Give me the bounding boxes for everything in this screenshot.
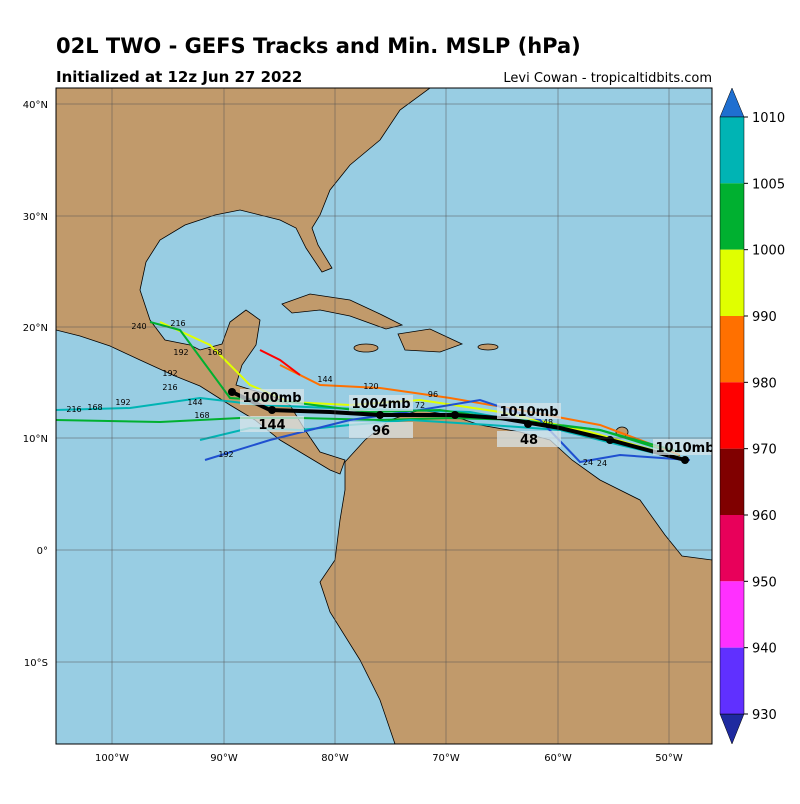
colorbar-label: 940 — [752, 642, 777, 657]
colorbar-segment — [720, 515, 744, 582]
credit: Levi Cowan - tropicaltidbits.com — [503, 71, 712, 86]
colorbar-label: 930 — [752, 708, 777, 723]
lon-label: 100°W — [95, 753, 129, 764]
map-area: 1000mb 1004mb 1010mb 1010mb 144 96 48 240 216 192… — [31, 88, 714, 744]
colorbar-bottom — [719, 713, 745, 745]
hour-label: 192 — [173, 348, 188, 357]
label-bg — [349, 422, 413, 438]
label-bg — [497, 403, 561, 419]
colorbar: 1010 1005 1000 990 980 970 960 950 940 930 — [719, 87, 785, 745]
lon-label: 50°W — [655, 753, 683, 764]
colorbar-label: 1000 — [752, 244, 785, 259]
lat-label: 40°N — [23, 100, 48, 111]
hour-label: 96 — [428, 390, 438, 399]
track-label: 48 — [520, 433, 538, 448]
track-label: 96 — [372, 424, 390, 439]
hour-label: 24 — [583, 458, 593, 467]
label-bg — [240, 416, 304, 432]
colorbar-label: 1010 — [752, 111, 785, 126]
hour-label: 216 — [66, 405, 81, 414]
colorbar-label: 950 — [752, 575, 777, 590]
hour-label: 72 — [415, 401, 425, 410]
hour-label: 192 — [218, 450, 233, 459]
hour-label: 48 — [543, 418, 553, 427]
colorbar-label: 970 — [752, 443, 777, 458]
colorbar-segment — [720, 647, 744, 714]
hour-label: 120 — [363, 382, 378, 391]
map-frame — [55, 87, 713, 745]
colorbar-segment — [720, 581, 744, 648]
axis-labels: 100°W 90°W 80°W 70°W 60°W 50°W 40°N 30°N 20°N 10°… — [23, 100, 683, 764]
colorbar-top — [719, 87, 745, 118]
colorbar-frame — [719, 116, 745, 715]
hour-label: 168 — [87, 403, 102, 412]
colorbar-label: 980 — [752, 376, 777, 391]
mean-track-points — [228, 388, 689, 464]
track-label: 1010mb — [655, 441, 714, 456]
label-bg — [653, 439, 712, 455]
label-bg — [240, 389, 304, 405]
lat-label: 30°N — [23, 212, 48, 223]
lon-label: 80°W — [321, 753, 349, 764]
track-label: 1004mb — [351, 397, 410, 412]
title: 02L TWO - GEFS Tracks and Min. MSLP (hPa… — [56, 34, 581, 58]
label-bg — [497, 431, 561, 447]
lon-label: 90°W — [210, 753, 238, 764]
colorbar-label: 960 — [752, 509, 777, 524]
lat-label: 20°N — [23, 323, 48, 334]
hour-label: 144 — [317, 375, 332, 384]
track-label: 144 — [258, 418, 285, 433]
colorbar-label: 990 — [752, 310, 777, 325]
colorbar-segment — [720, 249, 744, 316]
track-label: 1000mb — [242, 391, 301, 406]
lat-label: 0° — [37, 546, 48, 557]
colorbar-segment — [720, 382, 744, 449]
track-label-group: 1000mb 1004mb 1010mb 1010mb 144 96 48 240 216 192… — [31, 319, 714, 468]
jamaica — [353, 343, 379, 353]
hour-label: 240 — [31, 402, 46, 411]
hour-label: 216 — [170, 319, 185, 328]
hour-label: 168 — [207, 348, 222, 357]
hour-label: 144 — [187, 398, 202, 407]
colorbar-label: 1005 — [752, 177, 785, 192]
colorbar-segment — [720, 183, 744, 250]
label-bg — [349, 395, 413, 411]
puerto-rico — [477, 343, 499, 351]
lat-label: 10°S — [24, 658, 48, 669]
hour-label: 24 — [597, 459, 607, 468]
hour-label: 192 — [115, 398, 130, 407]
hour-label: 240 — [131, 322, 146, 331]
colorbar-segment — [720, 316, 744, 383]
hour-label: 192 — [162, 369, 177, 378]
graticule — [56, 88, 712, 744]
lat-label: 10°N — [23, 434, 48, 445]
track-label: 1010mb — [499, 405, 558, 420]
colorbar-segment — [720, 448, 744, 515]
hour-label: 168 — [194, 411, 209, 420]
hour-label: 216 — [162, 383, 177, 392]
subtitle: Initialized at 12z Jun 27 2022 — [56, 68, 302, 86]
lon-label: 60°W — [544, 753, 572, 764]
colorbar-segment — [720, 117, 744, 184]
lon-label: 70°W — [432, 753, 460, 764]
